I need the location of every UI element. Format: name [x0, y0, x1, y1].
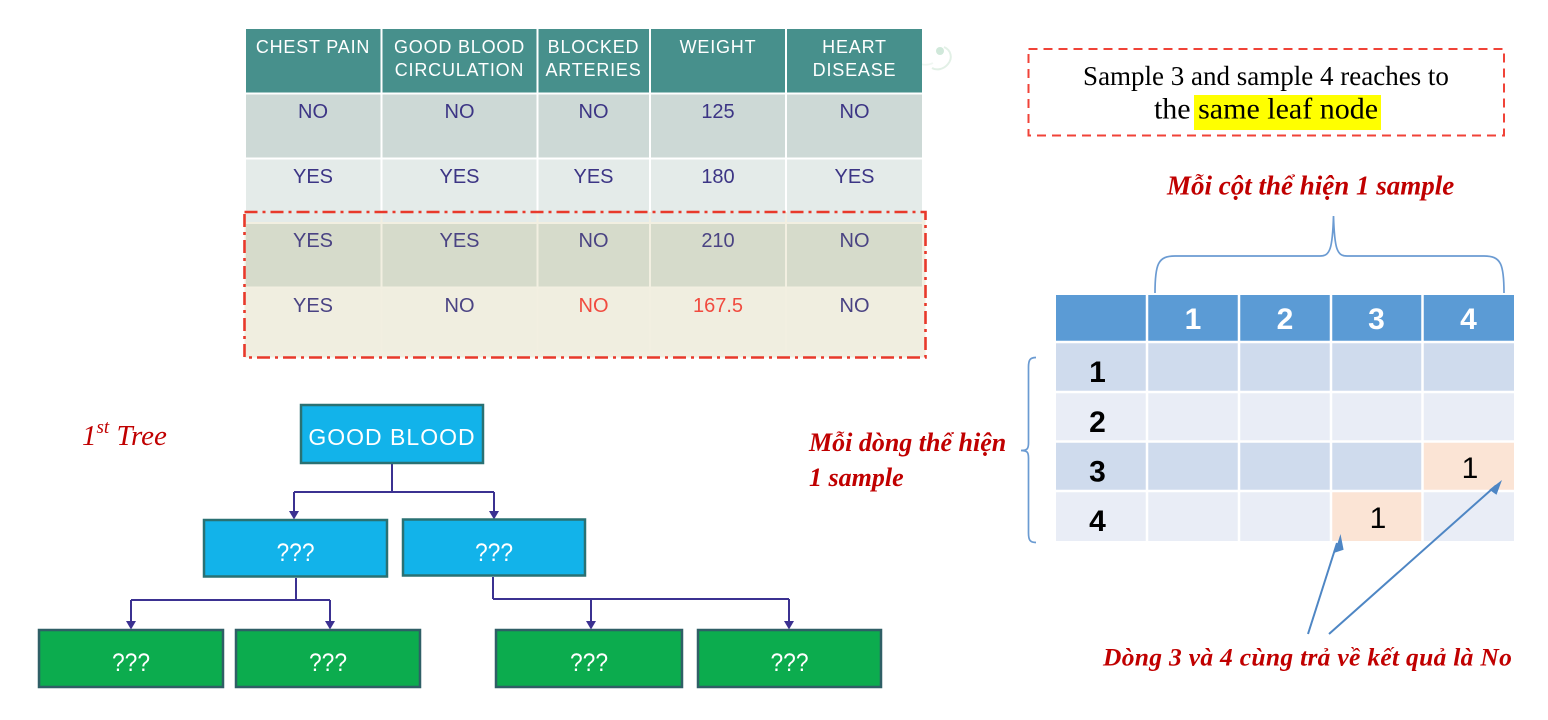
svg-text:Mỗi dòng thể hiện: Mỗi dòng thể hiện [808, 428, 1006, 457]
svg-text:NO: NO [579, 295, 609, 317]
svg-text:210: 210 [701, 230, 734, 252]
svg-text:YES: YES [293, 230, 333, 252]
svg-text:3: 3 [1089, 456, 1106, 489]
svg-text:NO: NO [445, 101, 475, 123]
svg-text:GOOD BLOOD: GOOD BLOOD [308, 424, 475, 450]
svg-text:1: 1 [1370, 502, 1387, 535]
svg-text:???: ??? [277, 539, 315, 567]
svg-text:???: ??? [771, 649, 809, 677]
svg-text:GOOD BLOOD: GOOD BLOOD [394, 37, 525, 57]
svg-text:1: 1 [1185, 303, 1202, 336]
svg-text:125: 125 [701, 101, 734, 123]
svg-text:DISEASE: DISEASE [813, 60, 897, 80]
svg-text:CIRCULATION: CIRCULATION [395, 60, 524, 80]
svg-text:???: ??? [112, 649, 150, 677]
svg-text:4: 4 [1089, 505, 1106, 538]
svg-text:2: 2 [1277, 303, 1294, 336]
svg-text:1 sample: 1 sample [809, 463, 904, 492]
svg-text:CHEST PAIN: CHEST PAIN [256, 37, 370, 57]
svg-text:YES: YES [834, 166, 874, 188]
svg-text:NO: NO [840, 230, 870, 252]
svg-text:1: 1 [1089, 356, 1106, 389]
svg-text:NO: NO [298, 101, 328, 123]
svg-text:YES: YES [293, 166, 333, 188]
svg-text:Dòng 3 và 4 cùng trả về kết qu: Dòng 3 và 4 cùng trả về kết quả là No [1102, 643, 1512, 672]
svg-text:NO: NO [579, 230, 609, 252]
svg-text:1: 1 [1462, 452, 1479, 485]
svg-text:BLOCKED: BLOCKED [548, 37, 640, 57]
svg-text:3: 3 [1368, 303, 1385, 336]
svg-text:WEIGHT: WEIGHT [680, 37, 757, 57]
svg-text:YES: YES [573, 166, 613, 188]
svg-text:NO: NO [840, 295, 870, 317]
svg-text:2: 2 [1089, 406, 1106, 439]
svg-text:???: ??? [570, 649, 608, 677]
svg-text:the same leaf node: the same leaf node [1154, 93, 1378, 126]
svg-text:???: ??? [309, 649, 347, 677]
svg-text:YES: YES [439, 230, 479, 252]
svg-text:167.5: 167.5 [693, 295, 743, 317]
svg-text:4: 4 [1460, 303, 1477, 336]
svg-text:180: 180 [701, 166, 734, 188]
svg-text:YES: YES [439, 166, 479, 188]
svg-text:NO: NO [840, 101, 870, 123]
svg-text:NO: NO [579, 101, 609, 123]
svg-text:Sample 3 and sample 4 reaches: Sample 3 and sample 4 reaches to [1083, 61, 1449, 91]
svg-text:NO: NO [445, 295, 475, 317]
svg-text:1st Tree: 1st Tree [82, 417, 167, 452]
svg-text:YES: YES [293, 295, 333, 317]
svg-text:???: ??? [475, 539, 513, 567]
svg-text:ARTERIES: ARTERIES [545, 60, 641, 80]
svg-text:HEART: HEART [822, 37, 887, 57]
svg-text:Mỗi cột thể hiện 1 sample: Mỗi cột thể hiện 1 sample [1166, 171, 1454, 201]
